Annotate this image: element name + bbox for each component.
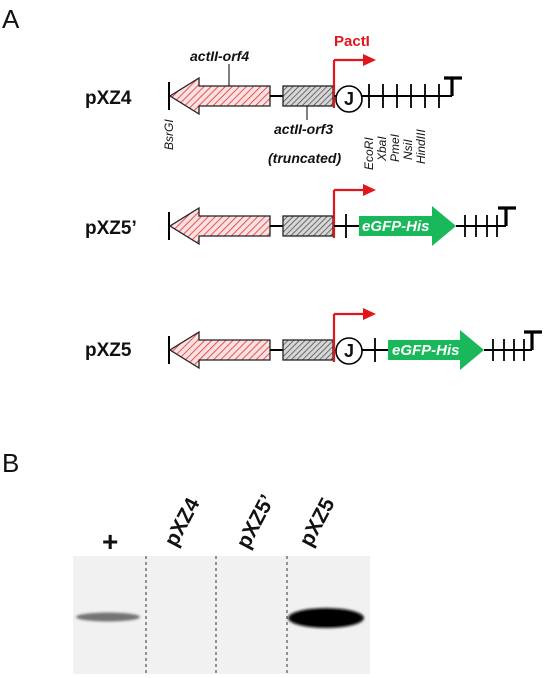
promoter-label: PactI xyxy=(334,33,370,50)
plasmid-name-pxz4: pXZ4 xyxy=(85,88,132,109)
construct-pxz5-prime: pXZ5’ eGFP-His xyxy=(85,184,516,246)
construct-pxz5: pXZ5 J eGFP-His xyxy=(85,308,542,370)
actii-orf4-gene xyxy=(168,330,271,370)
promoter-arrow-icon xyxy=(363,308,376,320)
j-label: J xyxy=(344,89,354,109)
lane-label-pxz5: pXZ5 xyxy=(295,494,340,550)
egfp-his-gene xyxy=(359,206,456,246)
egfp-his-label: eGFP-His xyxy=(392,342,460,359)
hindiii-site-label: HindIII xyxy=(414,129,428,164)
western-blot xyxy=(73,556,370,674)
actii-orf4-label: actII-orf4 xyxy=(190,48,249,64)
panel-a-letter: A xyxy=(2,4,20,34)
actii-orf4-gene xyxy=(168,76,271,116)
terminator-icon xyxy=(498,206,516,226)
construct-pxz4: pXZ4 J xyxy=(85,54,462,116)
egfp-his-label: eGFP-His xyxy=(362,218,430,235)
lane-label-positive: + xyxy=(102,526,118,557)
ecori-site-label: EcoRI xyxy=(362,137,376,170)
promoter-arrow-icon xyxy=(363,54,376,66)
egfp-his-gene xyxy=(388,330,484,370)
lane-label-pxz4: pXZ4 xyxy=(160,494,205,550)
actii-orf3-gene xyxy=(282,85,334,107)
xbai-site-label: XbaI xyxy=(375,136,389,162)
actii-orf3-gene xyxy=(282,215,334,237)
actii-orf3-sublabel: (truncated) xyxy=(268,150,341,166)
lane-label-pxz5-prime: pXZ5’ xyxy=(232,491,279,552)
band-pxz5-core xyxy=(292,610,360,626)
plasmid-name-pxz5-prime: pXZ5’ xyxy=(85,218,137,239)
promoter-arrow-icon xyxy=(363,184,376,196)
actii-orf3-label: actII-orf3 xyxy=(274,121,333,137)
actii-orf3-gene xyxy=(282,339,334,361)
j-label: J xyxy=(344,341,354,361)
pmei-site-label: PmeI xyxy=(388,133,402,162)
nsii-site-label: NsiI xyxy=(401,139,415,160)
band-positive-control xyxy=(76,612,140,622)
j-element xyxy=(335,85,363,113)
panel-b-letter: B xyxy=(2,448,19,478)
bsrgi-site-label: BsrGI xyxy=(162,119,176,150)
actii-orf4-gene xyxy=(168,206,271,246)
terminator-icon xyxy=(524,330,542,350)
plasmid-name-pxz5: pXZ5 xyxy=(85,340,132,361)
terminator-icon xyxy=(444,76,462,96)
